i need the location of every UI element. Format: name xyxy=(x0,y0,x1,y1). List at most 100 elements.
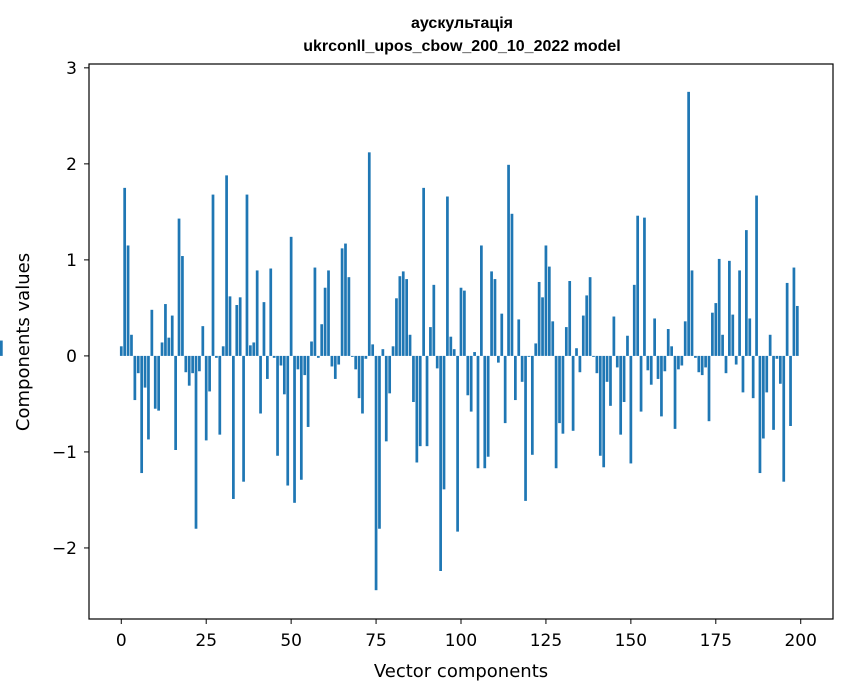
bar-106 xyxy=(480,245,483,356)
bar-150 xyxy=(629,355,633,464)
bar-90 xyxy=(425,355,429,447)
bar-85 xyxy=(408,334,412,356)
bar-40 xyxy=(255,270,259,356)
bar-153 xyxy=(639,355,643,412)
bar-75 xyxy=(374,355,378,591)
bar-149 xyxy=(626,335,629,356)
bar-2 xyxy=(126,245,130,356)
bar-128 xyxy=(554,355,558,469)
bar-26 xyxy=(208,355,211,392)
bar-92 xyxy=(432,284,436,356)
bar-88 xyxy=(418,355,422,447)
bar-54 xyxy=(303,355,307,376)
bar-120 xyxy=(527,355,531,357)
bar-79 xyxy=(388,355,392,394)
y-tick-label: 3 xyxy=(66,59,77,79)
bar-21 xyxy=(191,355,194,374)
y-tick-label: 1 xyxy=(66,251,77,271)
bar-8 xyxy=(147,355,150,440)
bar-188 xyxy=(758,355,762,474)
bar-199 xyxy=(795,305,799,356)
bar-131 xyxy=(564,327,568,356)
bar-83 xyxy=(401,271,405,356)
bar-135 xyxy=(578,355,582,373)
y-tick-label: −1 xyxy=(52,443,77,463)
bar-122 xyxy=(534,343,538,356)
y-tick-label: −2 xyxy=(52,539,77,559)
bar-60 xyxy=(323,287,327,356)
bar-171 xyxy=(700,355,704,376)
bar-65 xyxy=(340,248,344,356)
bar-0 xyxy=(119,346,123,356)
bar-186 xyxy=(751,355,755,399)
bar-133 xyxy=(571,355,575,431)
bar-1 xyxy=(123,187,127,356)
bar-152 xyxy=(636,215,640,356)
bar-59 xyxy=(320,324,324,356)
bar-138 xyxy=(588,277,592,356)
bar-17 xyxy=(177,218,181,356)
bar-151 xyxy=(632,284,636,356)
bar-118 xyxy=(520,355,524,382)
bar-66 xyxy=(344,243,347,356)
y-tick-label: 2 xyxy=(66,155,77,175)
bar-3 xyxy=(130,334,133,356)
bar-10 xyxy=(153,355,157,409)
bar-9 xyxy=(150,309,154,356)
bar-77 xyxy=(381,349,385,356)
bar-123 xyxy=(537,281,541,356)
bar-155 xyxy=(646,355,650,371)
bar-157 xyxy=(653,318,656,356)
bar-177 xyxy=(721,334,724,356)
bar-12 xyxy=(160,342,164,356)
bar-126 xyxy=(547,266,551,356)
bar-74 xyxy=(371,344,375,356)
bar-117 xyxy=(517,319,521,356)
bar-58 xyxy=(316,355,320,358)
bar-89 xyxy=(422,187,425,356)
bar-195 xyxy=(782,355,786,482)
x-tick-label: 125 xyxy=(530,631,562,651)
y-tick-label: 0 xyxy=(66,347,77,367)
bar-139 xyxy=(592,355,595,357)
bar-170 xyxy=(697,355,701,373)
bar-132 xyxy=(568,281,572,356)
bar-158 xyxy=(656,355,660,379)
bar-145 xyxy=(612,316,616,356)
bar-50 xyxy=(289,236,293,356)
bar-61 xyxy=(327,270,330,356)
bar-101 xyxy=(463,290,466,356)
bar-93 xyxy=(435,355,439,369)
bar-112 xyxy=(500,313,504,356)
bar-103 xyxy=(469,355,473,412)
bar-194 xyxy=(778,355,782,384)
x-tick-label: 0 xyxy=(116,631,127,651)
bar-130 xyxy=(561,355,565,434)
bar-55 xyxy=(306,355,310,427)
bar-67 xyxy=(347,277,351,356)
bar-51 xyxy=(293,355,296,503)
bar-63 xyxy=(333,355,337,379)
bar-173 xyxy=(707,355,711,422)
bar-87 xyxy=(415,355,419,463)
bar-105 xyxy=(476,355,480,469)
bar-187 xyxy=(755,195,758,356)
bar-86 xyxy=(412,355,415,402)
bar-163 xyxy=(673,355,677,429)
bar-166 xyxy=(683,321,687,356)
bar-154 xyxy=(643,217,646,356)
bar-56 xyxy=(310,341,313,356)
bar-31 xyxy=(225,175,228,356)
bar-52 xyxy=(296,355,300,370)
bar-38 xyxy=(249,345,252,356)
bar-108 xyxy=(486,355,490,457)
bar-191 xyxy=(768,334,772,356)
bar-156 xyxy=(649,355,653,385)
bar-49 xyxy=(286,355,290,486)
bar-20 xyxy=(187,355,191,386)
bar-13 xyxy=(164,304,167,356)
bar-34 xyxy=(235,305,239,356)
bar-189 xyxy=(762,355,765,439)
bar-127 xyxy=(551,321,555,356)
bar-48 xyxy=(282,355,286,395)
